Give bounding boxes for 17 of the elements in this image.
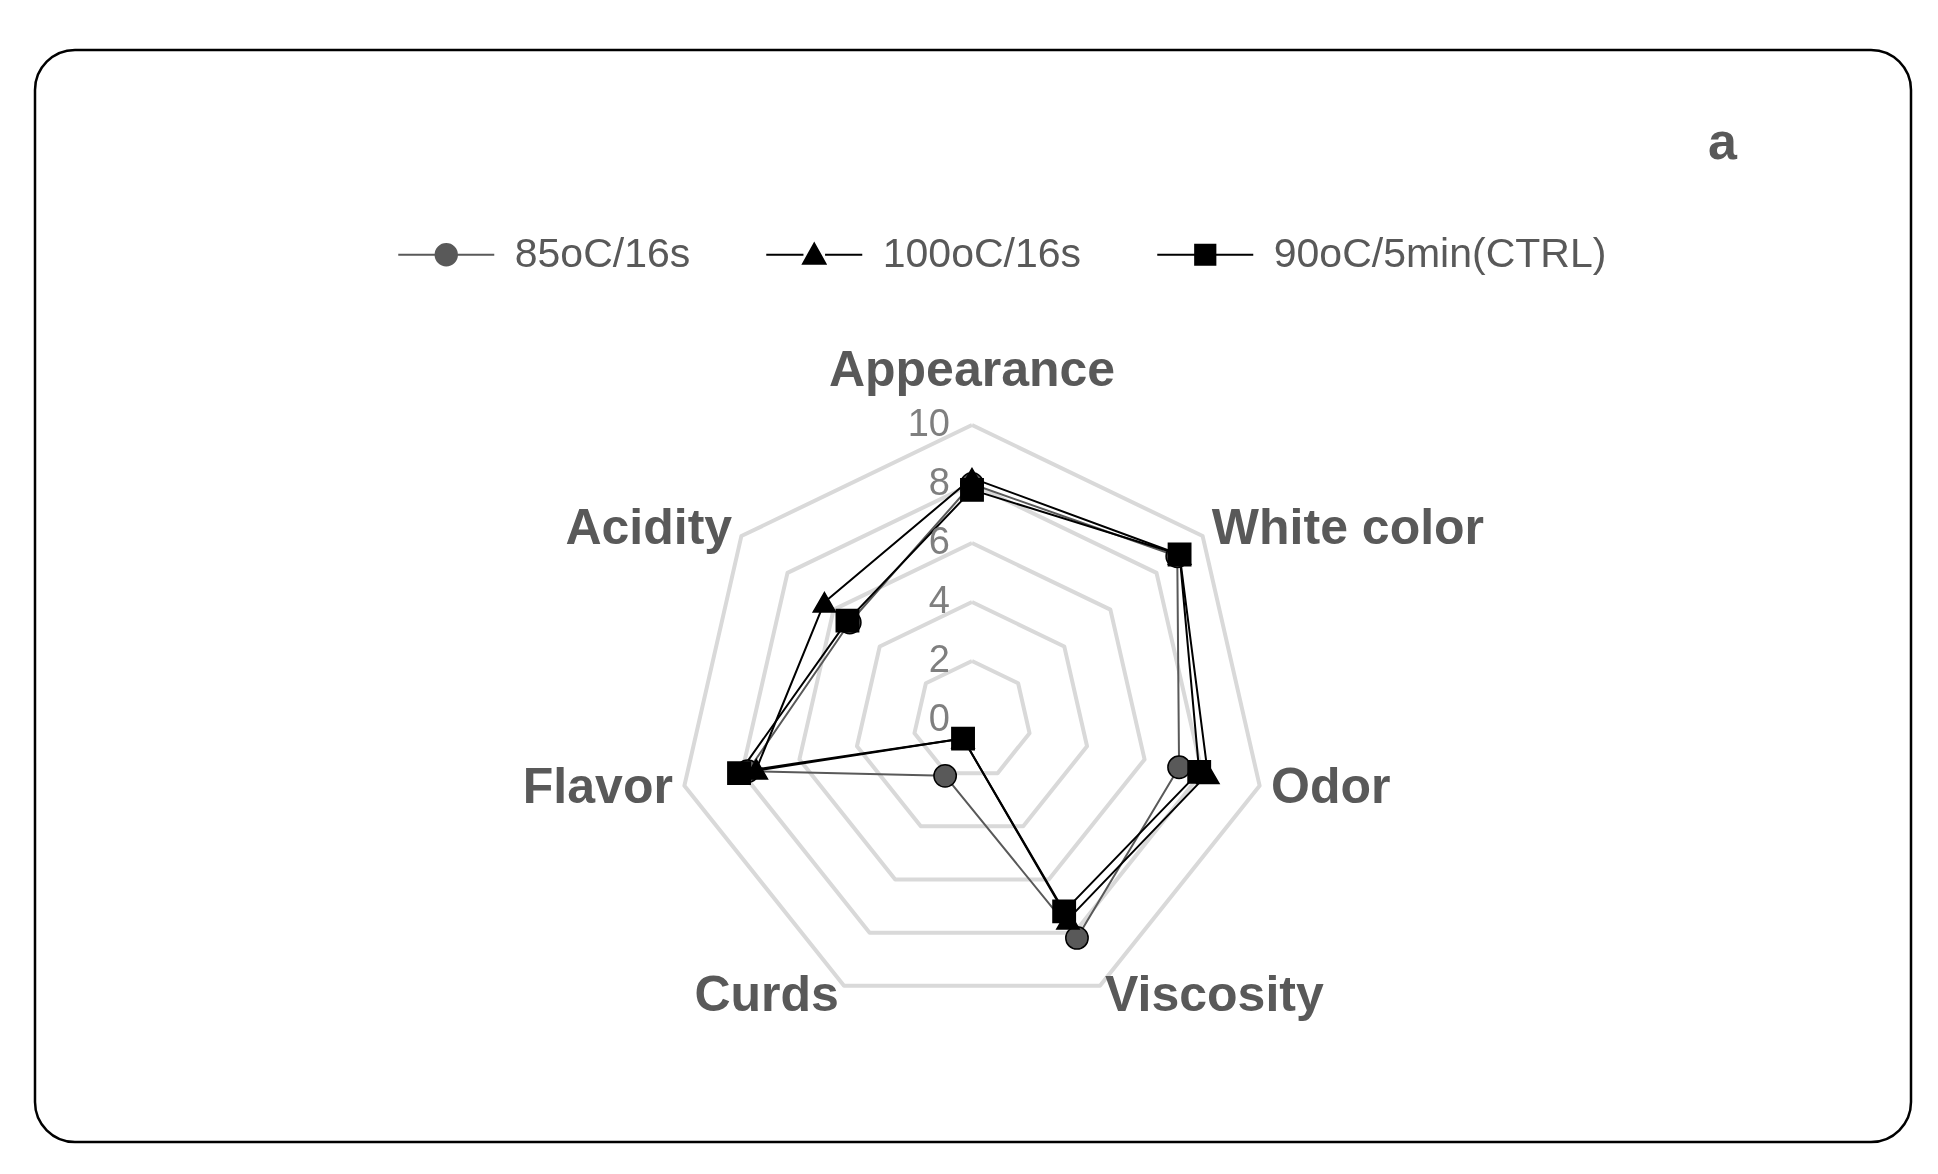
spoke-label: Odor: [1271, 758, 1391, 815]
y-tick-label: 2: [928, 638, 950, 680]
legend-label: 85oC/16s: [514, 229, 691, 276]
y-tick-label: 4: [928, 579, 950, 621]
legend-label: 90oC/5min(CTRL): [1273, 229, 1607, 276]
y-tick-label: 8: [928, 461, 950, 503]
legend-label: 100oC/16s: [882, 229, 1082, 276]
spoke-label: Viscosity: [1105, 966, 1324, 1023]
spoke-label: Appearance: [828, 340, 1116, 397]
spoke-label: Curds: [694, 966, 839, 1023]
y-tick-label: 6: [928, 520, 950, 562]
spoke-label: Acidity: [565, 498, 733, 555]
text: a: [1708, 112, 1739, 170]
y-tick-label: 0: [928, 697, 950, 739]
y-tick-label: 10: [907, 402, 950, 444]
spoke-label: Flavor: [522, 758, 673, 815]
spoke-label: White color: [1211, 498, 1485, 555]
